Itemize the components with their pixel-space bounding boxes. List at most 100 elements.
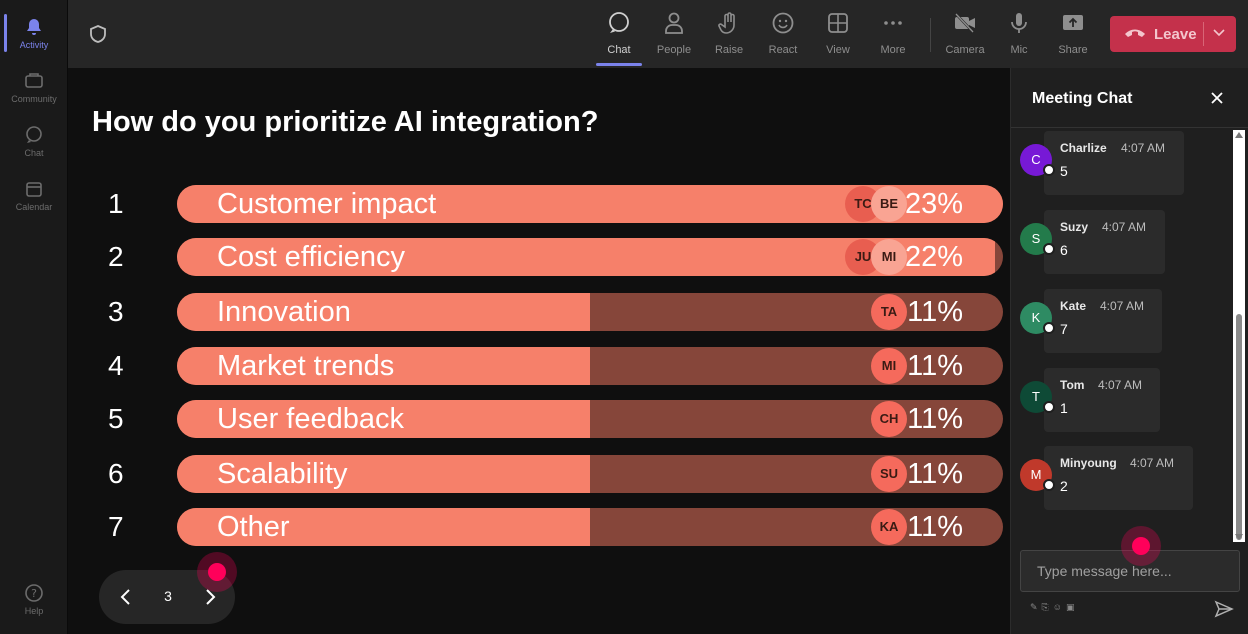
message-text: 6 xyxy=(1060,242,1068,258)
presence-status-icon xyxy=(1043,401,1055,413)
rail-item-community[interactable]: Community xyxy=(0,60,68,114)
poll-option-number: 3 xyxy=(108,296,124,327)
chat-avatar[interactable]: K xyxy=(1020,302,1055,334)
send-icon[interactable] xyxy=(1214,599,1234,619)
meeting-toolbar: Chat People Raise React View More C xyxy=(68,0,1248,68)
poll-option-number: 5 xyxy=(108,403,124,434)
rail-item-chat[interactable]: Chat xyxy=(0,114,68,168)
phone-hangup-icon xyxy=(1124,26,1146,43)
mic-button-label: Mic xyxy=(1010,44,1028,56)
chat-icon xyxy=(606,10,632,36)
avatar-initial: M xyxy=(1030,467,1042,482)
people-icon xyxy=(661,10,687,36)
chat-message[interactable]: Tom 4:07 AM 1 xyxy=(1044,368,1160,432)
chat-message[interactable]: Minyoung 4:07 AM 2 xyxy=(1044,446,1193,510)
more-dots-icon xyxy=(880,10,906,36)
react-button-label: React xyxy=(768,44,798,56)
message-time: 4:07 AM xyxy=(1100,299,1145,313)
gif-icon[interactable]: ▣ xyxy=(1065,602,1075,612)
poll-option-label: Other xyxy=(217,511,290,543)
emoji-icon[interactable]: ☺ xyxy=(1052,602,1062,612)
poll-option-row[interactable]: 1 Customer impact TC BE 23% xyxy=(68,185,1010,223)
chat-icon xyxy=(23,124,45,146)
voter-avatars: JU MI xyxy=(845,239,907,275)
message-text: 2 xyxy=(1060,478,1068,494)
chat-avatar[interactable]: M xyxy=(1020,459,1055,491)
poll-option-label: Innovation xyxy=(217,296,351,328)
poll-option-bar: Cost efficiency JU MI 22% xyxy=(177,238,1003,276)
view-button-label: View xyxy=(826,44,850,56)
share-button[interactable]: Share xyxy=(1048,10,1098,60)
poll-option-percent: 11% xyxy=(907,458,963,490)
scrollbar-thumb[interactable] xyxy=(1236,314,1242,540)
poll-option-bar: Innovation TA 11% xyxy=(177,293,1003,331)
message-author: Suzy xyxy=(1060,220,1089,234)
poll-option-bar: Other KA 11% xyxy=(177,508,1003,546)
toolbar-divider xyxy=(930,18,931,52)
scroll-down-arrow-icon[interactable] xyxy=(1235,534,1243,540)
chevron-right-icon[interactable] xyxy=(199,586,221,608)
chat-format-tools: ✎ ⎘ ☺ ▣ xyxy=(1030,602,1074,613)
rail-item-activity[interactable]: Activity xyxy=(0,6,68,60)
people-button[interactable]: People xyxy=(649,10,699,60)
mic-button[interactable]: Mic xyxy=(994,10,1044,60)
chat-message[interactable]: Charlize 4:07 AM 5 xyxy=(1044,131,1184,195)
react-button[interactable]: React xyxy=(758,10,808,60)
poll-option-percent: 11% xyxy=(907,296,963,328)
chat-message[interactable]: Kate 4:07 AM 7 xyxy=(1044,289,1162,353)
poll-option-label: User feedback xyxy=(217,403,404,435)
camera-off-icon xyxy=(952,10,978,36)
chevron-down-icon[interactable] xyxy=(1212,26,1226,40)
scroll-up-arrow-icon[interactable] xyxy=(1235,132,1243,138)
poll-option-row[interactable]: 6 Scalability SU 11% xyxy=(68,455,1010,493)
chat-avatar[interactable]: C xyxy=(1020,144,1055,176)
meeting-chat-panel: Meeting Chat Charlize 4:07 AM 5 C Suzy 4:07 A… xyxy=(1010,68,1248,634)
chat-header: Meeting Chat xyxy=(1011,68,1248,128)
voter-avatars: MI xyxy=(871,348,907,384)
message-time: 4:07 AM xyxy=(1130,456,1175,470)
poll-option-row[interactable]: 3 Innovation TA 11% xyxy=(68,293,1010,331)
rail-item-calendar[interactable]: Calendar xyxy=(0,168,68,222)
voter-avatar: TA xyxy=(871,294,907,330)
chat-scrollbar[interactable] xyxy=(1233,130,1245,542)
message-author: Kate xyxy=(1060,299,1087,313)
chat-title: Meeting Chat xyxy=(1032,90,1133,107)
poll-option-row[interactable]: 5 User feedback CH 11% xyxy=(68,400,1010,438)
poll-option-row[interactable]: 7 Other KA 11% xyxy=(68,508,1010,546)
format-icon[interactable]: ✎ xyxy=(1030,602,1038,612)
camera-button[interactable]: Camera xyxy=(940,10,990,60)
poll-option-fill xyxy=(177,508,590,546)
chat-message[interactable]: Suzy 4:07 AM 6 xyxy=(1044,210,1165,274)
presence-status-icon xyxy=(1043,479,1055,491)
view-button[interactable]: View xyxy=(813,10,863,60)
more-button[interactable]: More xyxy=(868,10,918,60)
avatar-initial: K xyxy=(1031,310,1041,325)
poll-option-row[interactable]: 4 Market trends MI 11% xyxy=(68,347,1010,385)
shield-icon[interactable] xyxy=(88,24,108,44)
poll-option-number: 2 xyxy=(108,241,124,272)
poll-option-number: 6 xyxy=(108,458,124,489)
chat-avatar[interactable]: T xyxy=(1020,381,1055,413)
message-author: Tom xyxy=(1060,378,1085,392)
share-screen-icon xyxy=(1060,10,1086,36)
leave-button[interactable]: Leave xyxy=(1110,16,1236,52)
rail-item-label: Community xyxy=(11,94,57,104)
poll-option-row[interactable]: 2 Cost efficiency JU MI 22% xyxy=(68,238,1010,276)
message-text: 7 xyxy=(1060,321,1068,337)
help-icon: ? xyxy=(23,582,45,604)
chevron-left-icon[interactable] xyxy=(115,586,137,608)
poll-stage: How do you prioritize AI integration? 1 C… xyxy=(68,68,1010,634)
poll-option-bar: Scalability SU 11% xyxy=(177,455,1003,493)
chat-message-input[interactable] xyxy=(1020,550,1240,592)
attach-icon[interactable]: ⎘ xyxy=(1041,602,1049,612)
poll-option-label: Market trends xyxy=(217,350,395,382)
chat-button[interactable]: Chat xyxy=(594,10,644,66)
raise-hand-button[interactable]: Raise xyxy=(704,10,754,60)
message-author: Charlize xyxy=(1060,141,1107,155)
message-text: 5 xyxy=(1060,163,1068,179)
smiley-icon xyxy=(770,10,796,36)
rail-item-help[interactable]: ? Help xyxy=(0,572,68,626)
close-icon[interactable] xyxy=(1209,90,1225,106)
chat-avatar[interactable]: S xyxy=(1020,223,1055,255)
poll-option-bar: Market trends MI 11% xyxy=(177,347,1003,385)
